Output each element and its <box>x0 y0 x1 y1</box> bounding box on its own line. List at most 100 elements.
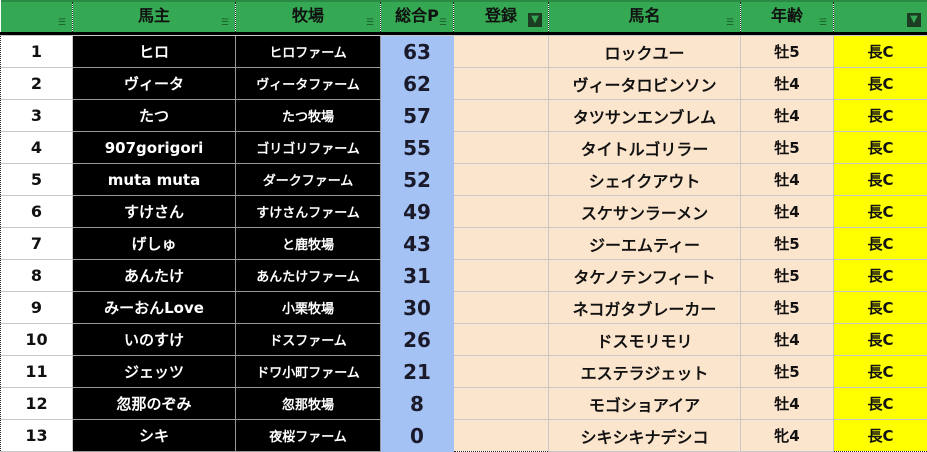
cell-farm[interactable]: ゴリゴリファーム <box>236 132 381 164</box>
filter-icon[interactable]: ☰ <box>819 18 827 28</box>
cell-points[interactable]: 63 <box>381 36 454 68</box>
filter-icon[interactable]: ☰ <box>439 18 447 28</box>
cell-age[interactable]: 牡4 <box>741 324 834 356</box>
column-header-points[interactable]: 総合P☰ <box>381 1 454 34</box>
cell-no[interactable]: 10 <box>1 324 73 356</box>
cell-horse[interactable]: スケサンラーメン <box>549 196 741 228</box>
cell-no[interactable]: 4 <box>1 132 73 164</box>
cell-horse[interactable]: ドスモリモリ <box>549 324 741 356</box>
cell-cls[interactable]: 長C <box>834 260 927 292</box>
cell-points[interactable]: 62 <box>381 68 454 100</box>
cell-points[interactable]: 52 <box>381 164 454 196</box>
cell-age[interactable]: 牡5 <box>741 36 834 68</box>
cell-reg[interactable] <box>454 164 549 196</box>
filter-active-icon[interactable]: ▼ <box>907 13 921 27</box>
cell-points[interactable]: 31 <box>381 260 454 292</box>
cell-reg[interactable] <box>454 132 549 164</box>
cell-reg[interactable] <box>454 292 549 324</box>
cell-owner[interactable]: ヒロ <box>73 36 236 68</box>
cell-horse[interactable]: ロックユー <box>549 36 741 68</box>
cell-reg[interactable] <box>454 228 549 260</box>
cell-horse[interactable]: モゴショアイア <box>549 388 741 420</box>
cell-reg[interactable] <box>454 388 549 420</box>
cell-cls[interactable]: 長C <box>834 324 927 356</box>
cell-no[interactable]: 9 <box>1 292 73 324</box>
cell-points[interactable]: 21 <box>381 356 454 388</box>
cell-cls[interactable]: 長C <box>834 36 927 68</box>
cell-cls[interactable]: 長C <box>834 356 927 388</box>
cell-reg[interactable] <box>454 356 549 388</box>
cell-cls[interactable]: 長C <box>834 68 927 100</box>
cell-age[interactable]: 牡4 <box>741 164 834 196</box>
cell-owner[interactable]: muta muta <box>73 164 236 196</box>
cell-no[interactable]: 8 <box>1 260 73 292</box>
cell-owner[interactable]: すけさん <box>73 196 236 228</box>
cell-cls[interactable]: 長C <box>834 228 927 260</box>
cell-horse[interactable]: シェイクアウト <box>549 164 741 196</box>
cell-reg[interactable] <box>454 100 549 132</box>
cell-points[interactable]: 30 <box>381 292 454 324</box>
cell-horse[interactable]: ヴィータロビンソン <box>549 68 741 100</box>
cell-no[interactable]: 3 <box>1 100 73 132</box>
column-header-farm[interactable]: 牧場☰ <box>236 1 381 34</box>
cell-horse[interactable]: ジーエムティー <box>549 228 741 260</box>
cell-horse[interactable]: タケノテンフィート <box>549 260 741 292</box>
cell-farm[interactable]: すけさんファーム <box>236 196 381 228</box>
cell-no[interactable]: 1 <box>1 36 73 68</box>
filter-icon[interactable]: ☰ <box>366 18 374 28</box>
cell-reg[interactable] <box>454 324 549 356</box>
cell-cls[interactable]: 長C <box>834 132 927 164</box>
cell-points[interactable]: 8 <box>381 388 454 420</box>
cell-owner[interactable]: ヴィータ <box>73 68 236 100</box>
cell-farm[interactable]: ダークファーム <box>236 164 381 196</box>
cell-owner[interactable]: みーおんLove <box>73 292 236 324</box>
cell-points[interactable]: 57 <box>381 100 454 132</box>
cell-owner[interactable]: ジェッツ <box>73 356 236 388</box>
cell-horse[interactable]: タイトルゴリラー <box>549 132 741 164</box>
column-header-reg[interactable]: 登録▼ <box>454 1 549 34</box>
cell-horse[interactable]: エステラジェット <box>549 356 741 388</box>
cell-points[interactable]: 55 <box>381 132 454 164</box>
column-header-horse[interactable]: 馬名☰ <box>549 1 741 34</box>
cell-no[interactable]: 12 <box>1 388 73 420</box>
column-header-age[interactable]: 年齢☰ <box>741 1 834 34</box>
cell-age[interactable]: 牡5 <box>741 356 834 388</box>
cell-horse[interactable]: タツサンエンブレム <box>549 100 741 132</box>
cell-cls[interactable]: 長C <box>834 100 927 132</box>
cell-age[interactable]: 牡4 <box>741 68 834 100</box>
cell-farm[interactable]: ヒロファーム <box>236 36 381 68</box>
cell-farm[interactable]: たつ牧場 <box>236 100 381 132</box>
filter-icon[interactable]: ☰ <box>58 18 66 28</box>
cell-reg[interactable] <box>454 260 549 292</box>
column-header-owner[interactable]: 馬主☰ <box>73 1 236 34</box>
cell-no[interactable]: 11 <box>1 356 73 388</box>
cell-cls[interactable]: 長C <box>834 164 927 196</box>
column-header-cls[interactable]: ▼ <box>834 1 927 34</box>
column-header-no[interactable]: ☰ <box>1 1 73 34</box>
cell-farm[interactable]: ヴィータファーム <box>236 68 381 100</box>
cell-farm[interactable]: と鹿牧場 <box>236 228 381 260</box>
cell-owner[interactable]: いのすけ <box>73 324 236 356</box>
cell-farm[interactable]: 忽那牧場 <box>236 388 381 420</box>
cell-age[interactable]: 牡4 <box>741 388 834 420</box>
cell-age[interactable]: 牡5 <box>741 132 834 164</box>
cell-cls[interactable]: 長C <box>834 388 927 420</box>
cell-reg[interactable] <box>454 196 549 228</box>
cell-age[interactable]: 牡5 <box>741 260 834 292</box>
cell-no[interactable]: 6 <box>1 196 73 228</box>
filter-active-icon[interactable]: ▼ <box>528 13 542 27</box>
cell-no[interactable]: 2 <box>1 68 73 100</box>
cell-owner[interactable]: げしゅ <box>73 228 236 260</box>
cell-points[interactable]: 26 <box>381 324 454 356</box>
cell-farm[interactable]: あんたけファーム <box>236 260 381 292</box>
cell-owner[interactable]: たつ <box>73 100 236 132</box>
cell-owner[interactable]: あんたけ <box>73 260 236 292</box>
cell-age[interactable]: 牡5 <box>741 292 834 324</box>
filter-icon[interactable]: ☰ <box>221 18 229 28</box>
cell-no[interactable]: 7 <box>1 228 73 260</box>
cell-farm[interactable]: ドワ小町ファーム <box>236 356 381 388</box>
cell-farm[interactable]: 小栗牧場 <box>236 292 381 324</box>
cell-owner[interactable]: 忽那のぞみ <box>73 388 236 420</box>
cell-no[interactable]: 5 <box>1 164 73 196</box>
filter-icon[interactable]: ☰ <box>726 18 734 28</box>
